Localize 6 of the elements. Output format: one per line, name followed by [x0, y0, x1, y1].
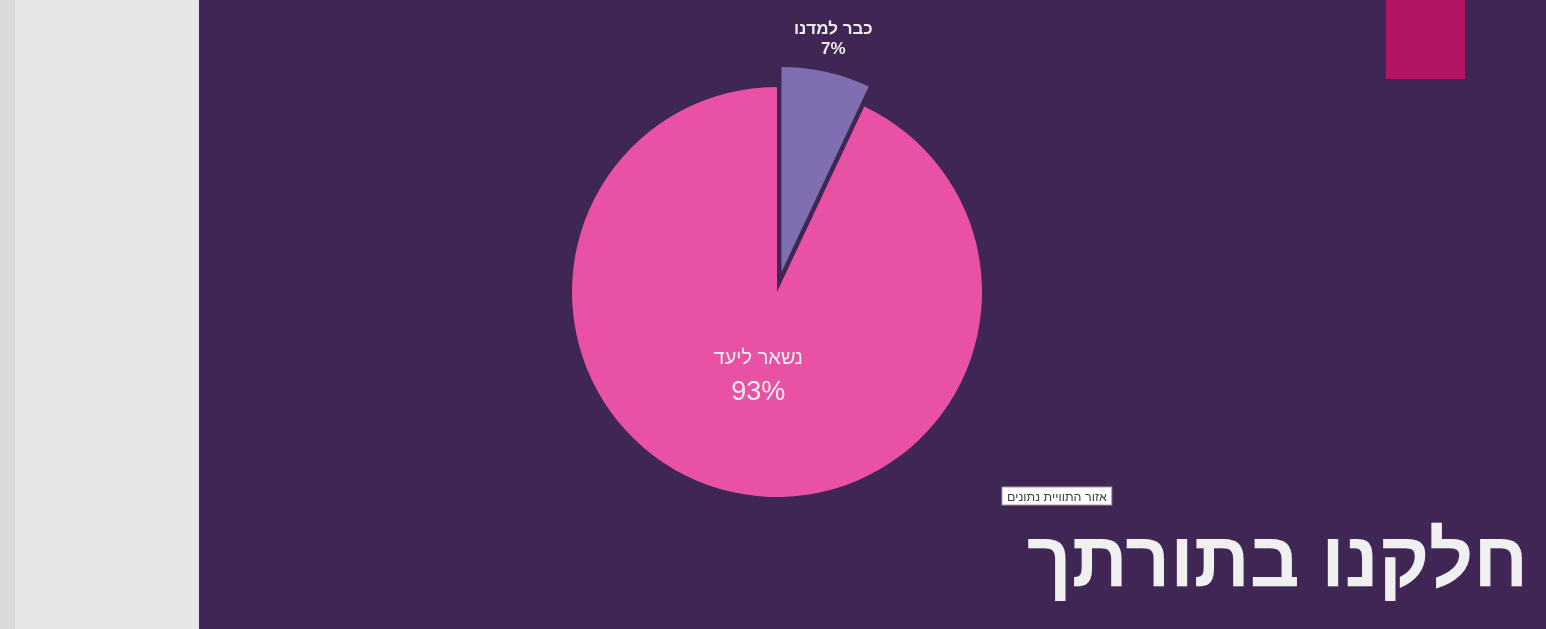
slice-label: נשאר ליעד — [713, 346, 803, 369]
data-label: 7% — [821, 39, 846, 59]
slice-label: כבר למדנו — [793, 19, 873, 39]
data-label: 93% — [731, 376, 786, 407]
text: חלקנו בתורתך — [1026, 515, 1528, 603]
text: אזור התוויית נתונים — [1007, 489, 1107, 504]
